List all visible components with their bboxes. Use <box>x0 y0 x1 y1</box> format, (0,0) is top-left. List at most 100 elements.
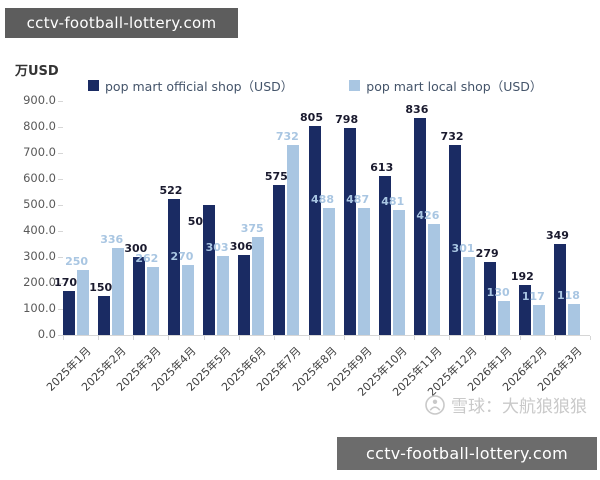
bar-official-2025年8月 <box>308 126 321 335</box>
legend: pop mart official shop（USD） pop mart loc… <box>88 76 542 95</box>
bar-label-official-2025年6月: 306 <box>229 240 253 253</box>
legend-swatch-official-icon <box>88 80 99 91</box>
y-axis-tickmark <box>58 257 63 258</box>
y-axis-tickmark <box>58 283 63 284</box>
bar-official-2025年12月 <box>449 145 462 335</box>
bar-local-2025年9月 <box>357 208 370 335</box>
bar-official-2025年3月 <box>132 257 145 335</box>
x-axis-tickmark <box>203 336 205 340</box>
x-axis-line <box>63 335 590 336</box>
x-axis-tickmark <box>98 336 100 340</box>
x-axis-tickmark <box>449 336 451 340</box>
legend-item-official: pop mart official shop（USD） <box>88 76 293 95</box>
y-axis-tickmark <box>58 127 63 128</box>
bar-label-local-2025年1月: 250 <box>65 255 89 268</box>
bar-label-local-2026年1月: 130 <box>486 286 510 299</box>
bar-label-local-2026年2月: 117 <box>521 290 545 303</box>
bar-label-official-2025年8月: 805 <box>300 111 323 124</box>
bar-label-official-2025年5月: 50 <box>187 215 204 228</box>
bar-official-2025年7月 <box>273 185 286 335</box>
y-axis-tick-800.0: 800.0 <box>23 119 56 133</box>
x-axis-tickmark <box>344 336 346 340</box>
bar-label-official-2025年9月: 798 <box>335 113 359 126</box>
x-axis-tickmark <box>133 336 135 340</box>
xueqiu-logo-icon <box>425 394 445 415</box>
y-axis-tick-500.0: 500.0 <box>23 197 56 211</box>
bar-official-2026年2月 <box>519 285 532 335</box>
bar-label-official-2025年2月: 150 <box>89 281 113 294</box>
bar-official-2025年5月 <box>203 205 216 335</box>
y-axis-tick-600.0: 600.0 <box>23 171 56 185</box>
bar-local-2025年6月 <box>252 237 265 335</box>
y-axis-tick-700.0: 700.0 <box>23 145 56 159</box>
bar-label-official-2025年1月: 170 <box>54 276 78 289</box>
bar-label-local-2025年9月: 487 <box>346 193 370 206</box>
bar-label-local-2025年8月: 488 <box>311 193 334 206</box>
bar-label-local-2025年6月: 375 <box>240 222 264 235</box>
bar-official-2026年1月 <box>484 262 497 335</box>
bar-label-local-2025年11月: 426 <box>416 209 440 222</box>
y-axis-tick-200.0: 200.0 <box>23 275 56 289</box>
bar-local-2026年2月 <box>533 305 546 335</box>
bar-label-local-2026年3月: 118 <box>556 289 580 302</box>
bar-local-2025年11月 <box>427 224 440 335</box>
bar-local-2025年3月 <box>146 267 159 335</box>
bar-local-2025年2月 <box>111 248 124 335</box>
x-axis-tickmark <box>168 336 170 340</box>
legend-item-local: pop mart local shop（USD） <box>349 76 542 95</box>
watermark-box-top: cctv-football-lottery.com <box>5 8 238 38</box>
y-axis-tick-300.0: 300.0 <box>23 249 56 263</box>
y-axis-unit-label: 万USD <box>15 64 59 79</box>
bar-label-local-2025年4月: 270 <box>170 250 194 263</box>
bar-label-official-2025年11月: 836 <box>405 103 429 116</box>
bar-official-2025年6月 <box>238 255 251 335</box>
x-axis-tickmark <box>554 336 556 340</box>
legend-label-official: pop mart official shop（USD） <box>105 79 294 94</box>
bar-label-official-2026年2月: 192 <box>510 270 534 283</box>
y-axis-tick-0.0: 0.0 <box>37 327 56 341</box>
bar-official-2025年11月 <box>413 118 426 335</box>
y-axis-tickmark <box>58 205 63 206</box>
y-axis-tick-100.0: 100.0 <box>23 301 56 315</box>
y-axis-tickmark <box>58 101 63 102</box>
bar-official-2026年3月 <box>554 244 567 335</box>
y-axis-tickmark <box>58 153 63 154</box>
bar-label-local-2025年10月: 481 <box>381 195 405 208</box>
x-axis-tickmark <box>519 336 521 340</box>
y-axis-tickmark <box>58 335 63 336</box>
bar-local-2026年1月 <box>498 301 511 335</box>
bar-label-official-2026年3月: 349 <box>545 229 569 242</box>
bar-label-local-2025年12月: 301 <box>451 242 475 255</box>
bar-local-2025年7月 <box>287 145 300 335</box>
bar-label-official-2026年1月: 279 <box>475 247 499 260</box>
bar-local-2025年5月 <box>217 256 230 335</box>
bar-official-2025年1月 <box>62 291 75 335</box>
bar-label-local-2025年2月: 336 <box>100 233 124 246</box>
bar-label-official-2025年4月: 522 <box>159 184 183 197</box>
bar-local-2025年10月 <box>392 210 405 335</box>
x-axis-tickmark <box>414 336 416 340</box>
bar-local-2026年3月 <box>568 304 581 335</box>
bar-label-official-2025年7月: 575 <box>264 170 288 183</box>
legend-label-local: pop mart local shop（USD） <box>366 79 543 94</box>
x-axis-tickmark <box>484 336 486 340</box>
bar-local-2025年1月 <box>76 270 89 335</box>
x-axis-tickmark <box>590 336 591 340</box>
y-axis-tick-400.0: 400.0 <box>23 223 56 237</box>
bar-label-local-2025年5月: 303 <box>205 241 229 254</box>
bar-local-2025年8月 <box>322 208 335 335</box>
bar-official-2025年10月 <box>378 176 391 335</box>
bar-label-official-2025年3月: 300 <box>124 242 148 255</box>
watermark-box-bottom: cctv-football-lottery.com <box>337 437 597 470</box>
bar-local-2025年4月 <box>181 265 194 335</box>
legend-swatch-local-icon <box>349 80 361 91</box>
bar-official-2025年2月 <box>97 296 110 335</box>
bar-label-official-2025年12月: 732 <box>440 130 464 143</box>
bar-local-2025年12月 <box>463 257 476 335</box>
bar-official-2025年4月 <box>167 199 180 335</box>
x-axis-tickmark <box>273 336 275 340</box>
y-axis-tickmark <box>58 309 63 310</box>
y-axis-tickmark <box>58 179 63 180</box>
